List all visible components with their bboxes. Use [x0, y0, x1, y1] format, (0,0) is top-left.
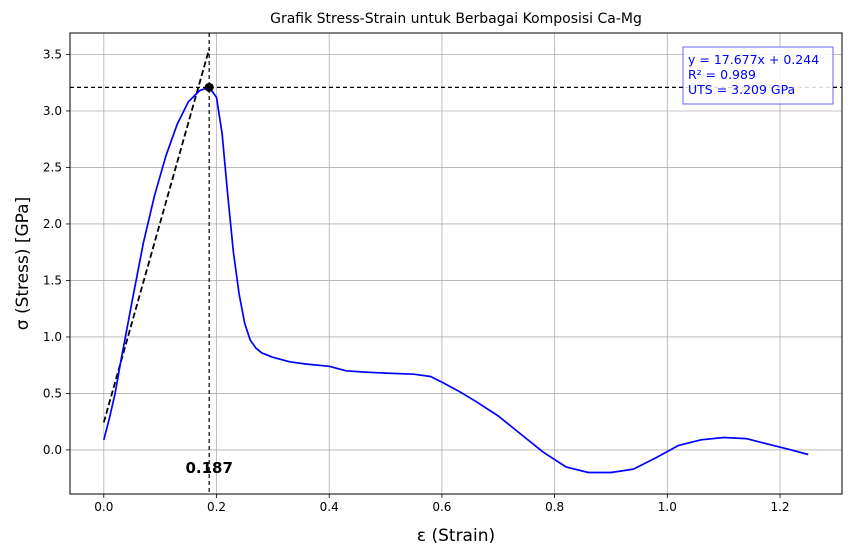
- plot-frame: [69, 32, 843, 495]
- x-tick-label: 1.0: [658, 500, 677, 514]
- chart-title: Grafik Stress-Strain untuk Berbagai Komp…: [270, 11, 642, 27]
- x-tick-label: 0.4: [320, 500, 339, 514]
- y-axis-label: σ (Stress) [GPa]: [13, 197, 33, 330]
- y-tick-label: 1.0: [43, 330, 62, 344]
- y-tick-label: 1.5: [43, 273, 62, 287]
- x-tick-label: 0.0: [94, 500, 113, 514]
- y-tick-label: 3.5: [43, 47, 62, 61]
- uts-peak-marker: [204, 82, 214, 92]
- x-tick-label: 0.8: [545, 500, 564, 514]
- x-tick-label: 0.2: [207, 500, 226, 514]
- y-tick-label: 2.0: [43, 217, 62, 231]
- stress-strain-series-line: [102, 86, 809, 474]
- annotation-line: UTS = 3.209 GPa: [688, 82, 795, 97]
- reference-lines: [70, 33, 842, 494]
- y-tick-label: 0.5: [43, 386, 62, 400]
- grid: [70, 33, 842, 494]
- x-tick-label: 0.6: [432, 500, 451, 514]
- axis-ticks: 0.0 0.2 0.4 0.6 0.8 1.0 1.2 0.0 0.5 1.0 1.5 2.0 2.5 3…: [43, 47, 790, 514]
- x-axis-label: ε (Strain): [417, 526, 495, 546]
- annotation-line: y = 17.677x + 0.244: [688, 52, 819, 67]
- annotation-box-frame: [682, 46, 834, 105]
- y-tick-label: 2.5: [43, 160, 62, 174]
- y-tick-label: 0.0: [43, 443, 62, 457]
- annotation-line: R² = 0.989: [688, 67, 756, 82]
- series-group: [102, 86, 809, 474]
- x-tick-label: 1.2: [770, 500, 789, 514]
- peak-marker-group: 0.187: [185, 82, 233, 477]
- peak-strain-label: 0.187: [185, 459, 232, 477]
- y-tick-label: 3.0: [43, 104, 62, 118]
